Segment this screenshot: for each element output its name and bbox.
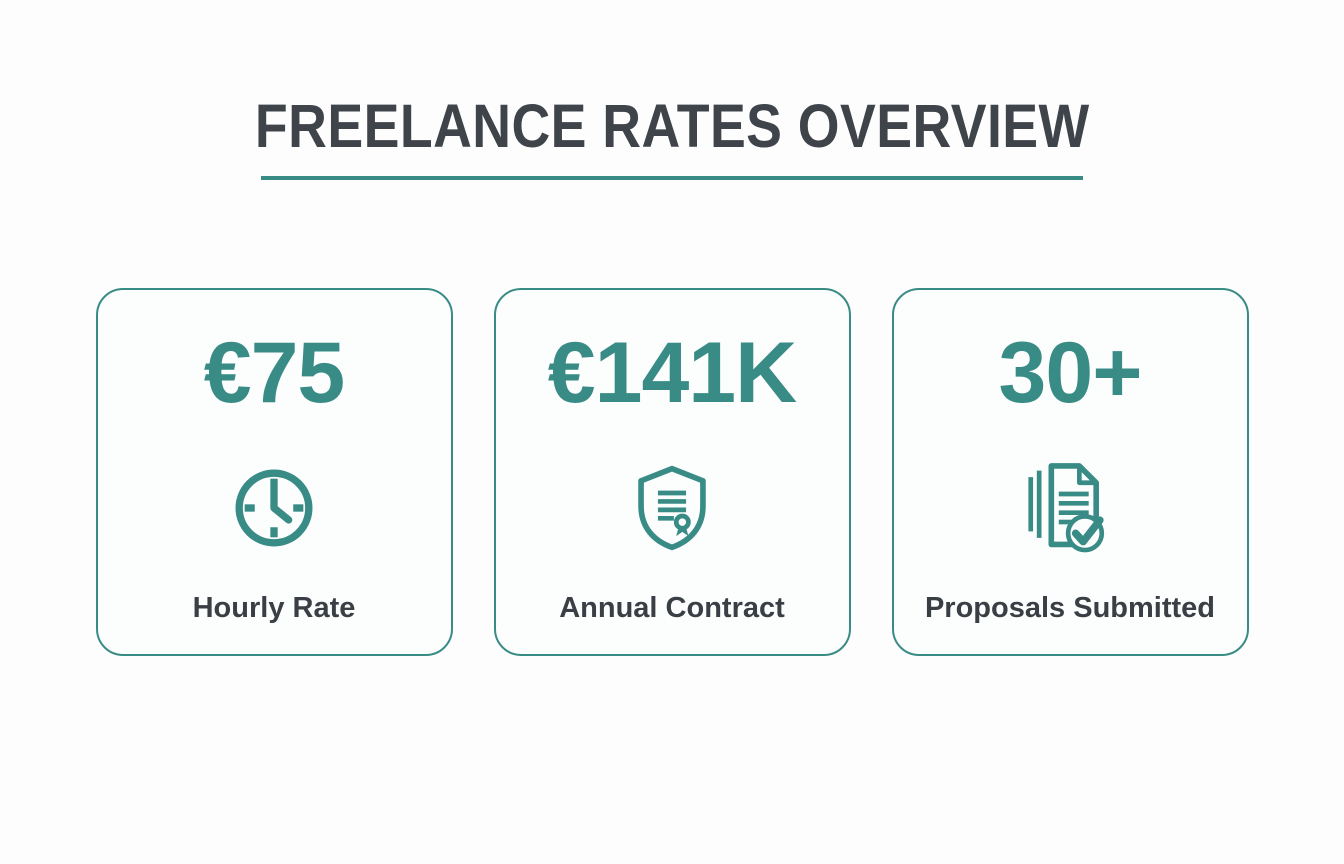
documents-check-icon <box>1027 462 1113 554</box>
stat-value: 30+ <box>998 325 1143 421</box>
stat-value: €141K <box>547 325 797 421</box>
stat-label: Proposals Submitted <box>924 592 1216 624</box>
page-header: FREELANCE RATES OVERVIEW <box>0 96 1344 180</box>
page-title: FREELANCE RATES OVERVIEW <box>254 92 1090 160</box>
stat-card-proposals-submitted: 30+ Proposals Submitted <box>891 288 1249 656</box>
clock-icon <box>230 462 318 554</box>
title-underline <box>261 176 1083 180</box>
stat-label: Hourly Rate <box>192 592 356 624</box>
stat-label: Annual Contract <box>559 592 785 624</box>
stat-card-annual-contract: €141K Annual Contract <box>493 288 851 656</box>
stat-card-hourly-rate: €75 Hourly Rate <box>95 288 453 656</box>
stat-value: €75 <box>203 325 345 421</box>
certificate-shield-icon <box>627 462 717 554</box>
stat-cards-row: €75 Hourly Rate €141K <box>0 288 1344 656</box>
